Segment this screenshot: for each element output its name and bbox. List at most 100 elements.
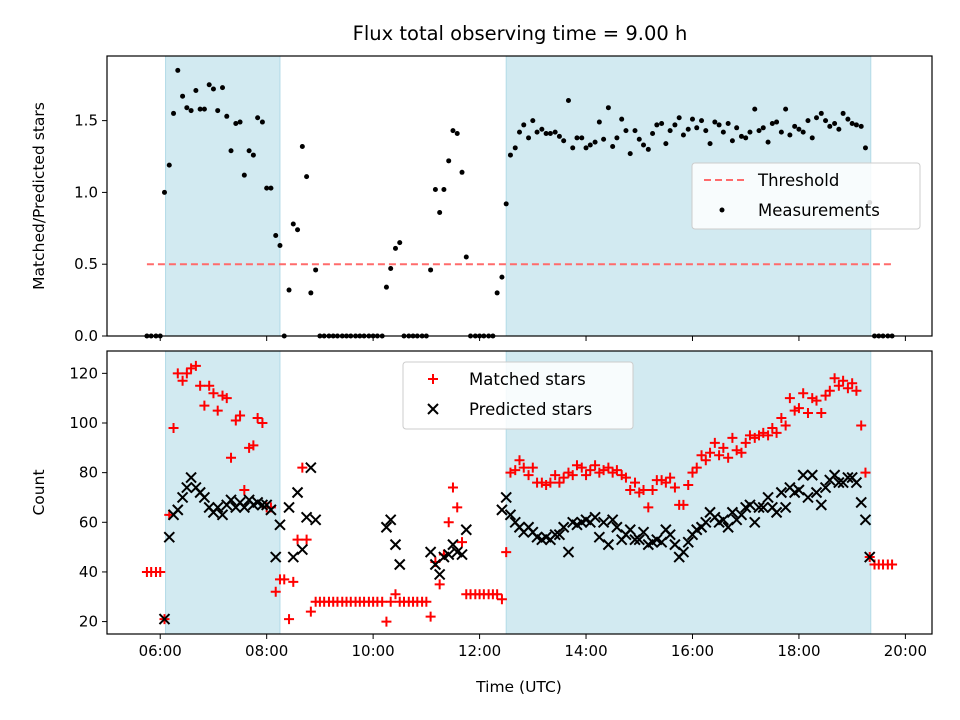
bottom-cross-marker-24 [265, 504, 277, 516]
bottom-cross-marker-42 [443, 548, 455, 561]
top-point-116 [659, 120, 665, 126]
bottom-cross-marker-69 [593, 531, 606, 543]
bottom-plus-marker-161 [856, 420, 867, 431]
top-point-121 [680, 132, 686, 138]
bottom-cross-marker-29 [291, 486, 304, 499]
top-point-34 [295, 227, 301, 233]
bottom-cross-marker-120 [819, 481, 832, 494]
bottom-plus-marker-157 [838, 375, 849, 386]
top-point-159 [849, 120, 855, 126]
bottom-plus-marker-126 [700, 455, 711, 466]
bottom-cross-marker-5 [181, 481, 193, 494]
top-point-108 [623, 128, 629, 134]
top-point-98 [579, 135, 585, 141]
top-point-120 [676, 115, 682, 121]
bottom-cross-marker-38 [424, 546, 437, 558]
bottom-plus-marker-135 [740, 437, 751, 448]
top-point-113 [645, 146, 651, 152]
top-point-16 [215, 108, 221, 114]
top-point-70 [454, 131, 460, 137]
top-point-83 [512, 145, 518, 151]
bottom-plus-marker-7 [172, 368, 183, 379]
bottom-cross-marker-85 [664, 528, 676, 541]
top-point-21 [237, 119, 243, 125]
top-point-72 [463, 254, 469, 260]
top-point-135 [743, 135, 749, 141]
bottom-cross-marker-25 [270, 551, 282, 563]
bottom-legend-label-1: Predicted stars [469, 400, 592, 419]
top-point-99 [583, 145, 589, 151]
top-point-79 [494, 290, 500, 296]
bottom-plus-marker-155 [829, 373, 840, 384]
bottom-plus-marker-112 [638, 485, 649, 496]
top-point-88 [534, 129, 540, 135]
top-point-81 [503, 201, 509, 207]
bottom-plus-marker-8 [177, 375, 188, 386]
top-point-6 [171, 110, 177, 116]
top-point-155 [832, 120, 838, 126]
top-point-85 [521, 122, 527, 128]
bottom-plus-marker-83 [510, 465, 521, 476]
bottom-plus-marker-87 [527, 462, 538, 473]
bottom-series-1 [158, 461, 876, 625]
bottom-cross-marker-22 [256, 499, 269, 511]
top-point-12 [197, 106, 203, 112]
top-point-97 [574, 135, 580, 141]
top-point-162 [862, 145, 868, 151]
bottom-plus-marker-31 [279, 574, 290, 585]
bottom-plus-marker-22 [239, 485, 250, 496]
top-point-102 [596, 119, 602, 125]
bottom-cross-marker-46 [460, 524, 472, 536]
bottom-plus-marker-143 [776, 413, 787, 424]
top-point-144 [783, 106, 789, 112]
bottom-plus-marker-35 [297, 462, 308, 473]
top-point-107 [619, 116, 625, 122]
bottom-plus-marker-130 [718, 442, 729, 453]
top-y-tick-label-3: 1.5 [74, 112, 98, 130]
bottom-plus-marker-6 [168, 422, 179, 433]
bottom-cross-marker-107 [762, 491, 774, 504]
bottom-cross-marker-116 [802, 491, 814, 504]
bottom-legend-plus-swatch [428, 374, 438, 384]
top-point-86 [526, 135, 532, 141]
bottom-y-tick-label-2: 60 [79, 513, 98, 531]
x-tick-label-0: 06:00 [139, 642, 182, 660]
top-point-26 [259, 119, 265, 125]
bottom-axes-frame [106, 350, 933, 635]
top-point-67 [441, 187, 447, 193]
top-legend-dot-swatch [719, 207, 725, 213]
bottom-plus-marker-24 [248, 440, 259, 451]
bottom-plus-marker-56 [390, 589, 401, 600]
top-point-154 [827, 123, 833, 129]
bottom-plus-marker-100 [585, 465, 596, 476]
bottom-plus-marker-19 [226, 452, 237, 463]
top-point-65 [432, 187, 438, 193]
top-point-158 [845, 116, 851, 122]
bottom-cross-marker-35 [384, 514, 397, 526]
bottom-cross-marker-48 [500, 491, 512, 504]
bottom-cross-marker-45 [456, 548, 468, 561]
bottom-legend-label-0: Matched stars [469, 370, 586, 389]
top-axes-frame [106, 55, 933, 337]
bottom-cross-marker-99 [726, 506, 739, 519]
bottom-y-tick-label-3: 80 [79, 464, 98, 482]
bottom-cross-marker-33 [309, 514, 322, 526]
bottom-plus-marker-147 [793, 403, 804, 414]
top-point-119 [672, 122, 678, 128]
top-point-143 [778, 129, 784, 135]
bottom-plus-marker-94 [558, 472, 569, 483]
top-point-110 [632, 128, 638, 134]
top-point-25 [255, 115, 261, 121]
bottom-plus-marker-109 [625, 485, 636, 496]
bottom-plus-marker-18 [221, 393, 232, 404]
bottom-cross-marker-12 [212, 501, 224, 514]
bottom-plus-marker-14 [204, 380, 215, 391]
top-point-147 [796, 126, 802, 132]
top-point-150 [809, 135, 815, 141]
bottom-plus-marker-21 [235, 410, 246, 421]
bottom-plus-marker-80 [496, 594, 507, 605]
bottom-cross-marker-125 [842, 471, 854, 484]
top-point-137 [752, 106, 758, 112]
bottom-plus-marker-114 [647, 485, 658, 496]
